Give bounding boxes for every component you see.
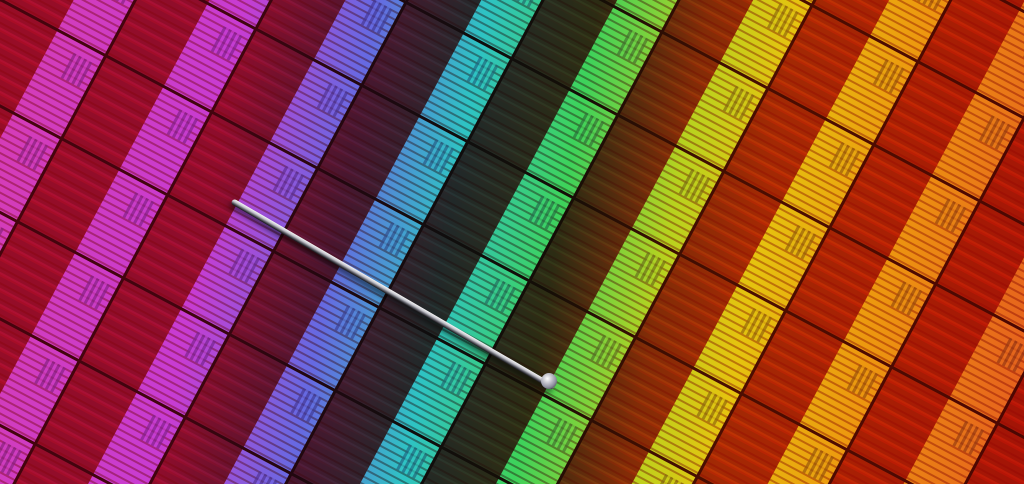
pin-tip [541,373,557,389]
